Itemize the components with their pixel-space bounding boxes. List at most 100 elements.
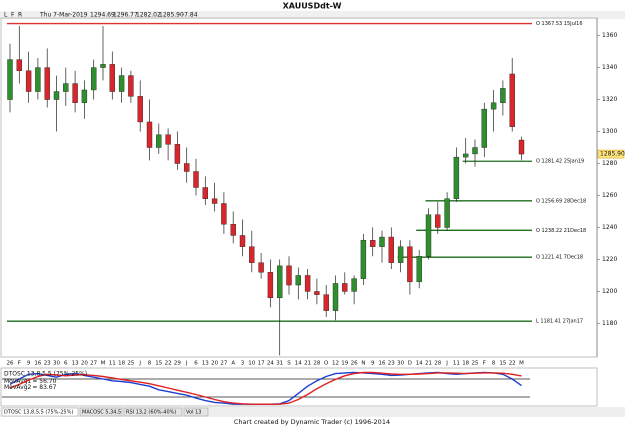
- x-tick-label: J: [445, 361, 448, 367]
- tab-label[interactable]: RSI 13,2 (60%-40%): [126, 410, 176, 416]
- candle-body: [332, 283, 339, 311]
- candle-body: [211, 198, 218, 204]
- x-tick-label: 14: [295, 361, 302, 367]
- toolbar-button[interactable]: R: [18, 12, 22, 19]
- candle-body: [109, 64, 116, 92]
- indicator-frame: [0, 367, 598, 407]
- x-tick-label: 18: [462, 361, 469, 367]
- candle-body: [500, 88, 506, 103]
- candle-body: [183, 163, 190, 172]
- x-tick-label: 28: [313, 361, 320, 367]
- indicator-line: [9, 371, 522, 405]
- toolbar-button[interactable]: F: [11, 12, 15, 19]
- indicator-legend: MovAvg2= 83.67: [4, 384, 57, 391]
- tab[interactable]: [183, 407, 209, 417]
- candle-body: [63, 83, 69, 92]
- indicator-legend: MovAvg1= 56.70: [4, 378, 57, 385]
- x-tick-label: 27: [90, 361, 97, 367]
- x-tick-label: 9: [27, 361, 31, 367]
- y-tick-label: 1260: [602, 192, 617, 199]
- candle-body: [100, 64, 106, 68]
- candle-body: [44, 67, 50, 100]
- tab[interactable]: [79, 407, 123, 417]
- x-tick-label: S: [287, 361, 291, 367]
- x-tick-label: 15: [155, 361, 162, 367]
- tab[interactable]: [123, 407, 183, 417]
- candle-body: [230, 224, 236, 236]
- level-label: O 1256.69 28Dec18: [536, 198, 586, 204]
- legend-name: MovAvg2: [4, 384, 32, 391]
- tab[interactable]: [1, 407, 79, 417]
- candle-body: [174, 144, 181, 164]
- candle-body: [490, 102, 497, 110]
- x-tick-label: F: [483, 361, 486, 367]
- level-label: O 1367.53 15Jul16: [536, 21, 583, 27]
- level-label: L 1181.41 27Jan17: [536, 319, 583, 325]
- x-tick-label: 23: [44, 361, 51, 367]
- x-tick-label: 11: [109, 361, 116, 367]
- x-tick-label: 6: [194, 361, 198, 367]
- x-tick-label: M: [101, 361, 106, 367]
- candle-body: [518, 139, 525, 155]
- x-tick-label: J: [138, 361, 141, 367]
- candle-body: [193, 171, 199, 188]
- x-tick-label: 13: [72, 361, 79, 367]
- y-tick-label: 1280: [602, 160, 617, 167]
- y-tick-label: 1340: [602, 64, 617, 71]
- x-tick-label: 19: [341, 361, 348, 367]
- x-tick-label: 11: [453, 361, 460, 367]
- candle-body: [25, 70, 32, 92]
- tab-label[interactable]: Vol 13: [186, 410, 201, 416]
- x-tick-label: 29: [174, 361, 181, 367]
- level-label: O 1281.42 25Jan19: [536, 159, 584, 165]
- tab-label[interactable]: DTOSC 13,8,5,5 (75%-25%): [4, 410, 73, 416]
- toolbar-button[interactable]: L: [4, 12, 8, 19]
- x-tick-label: 3: [241, 361, 245, 367]
- candle-body: [407, 246, 413, 283]
- x-tick-label: 27: [220, 361, 227, 367]
- candle-body: [277, 265, 283, 299]
- x-tick-label: D: [408, 361, 412, 367]
- candle-body: [360, 240, 367, 279]
- candle-body: [416, 256, 422, 283]
- tab-bar: [0, 407, 625, 417]
- header-value: 1285.90: [159, 12, 184, 19]
- header-value: 1296.77: [113, 12, 138, 19]
- header-value: 1282.02: [136, 12, 161, 19]
- candle-body: [397, 246, 404, 263]
- x-tick-label: 21: [304, 361, 311, 367]
- candle-body: [249, 246, 255, 263]
- candle-body: [267, 272, 274, 299]
- candle-body: [295, 275, 301, 286]
- x-tick-label: 14: [416, 361, 423, 367]
- y-tick-label: 1360: [602, 32, 617, 39]
- x-tick-label: 20: [211, 361, 218, 367]
- candle-body: [304, 275, 311, 292]
- x-tick-label: N: [361, 361, 365, 367]
- candle-body: [463, 153, 469, 158]
- x-tick-label: 15: [499, 361, 506, 367]
- candle-body: [146, 121, 153, 148]
- y-tick-label: 1200: [602, 288, 617, 295]
- candle-body: [509, 73, 515, 127]
- x-tick-label: 24: [267, 361, 274, 367]
- candle-body: [370, 240, 376, 247]
- candle-body: [239, 235, 246, 247]
- candle-body: [435, 214, 441, 228]
- candle-body: [481, 108, 487, 148]
- x-tick-label: 21: [425, 361, 432, 367]
- y-tick-label: 1220: [602, 256, 617, 263]
- indicator-title: DTOSC 13,8,5,5 (75%-25%): [4, 371, 87, 378]
- y-tick-label: 1240: [602, 224, 617, 231]
- candle-body: [156, 134, 162, 148]
- x-tick-label: 30: [53, 361, 60, 367]
- tab-label[interactable]: MACOSC 5,34,5: [82, 410, 121, 416]
- candle-body: [165, 134, 171, 145]
- price-box-label: 1285.90: [600, 151, 625, 158]
- header-bar: [0, 11, 625, 19]
- legend-value: = 83.67: [32, 384, 56, 391]
- x-tick-label: O: [324, 361, 329, 367]
- x-tick-label: 16: [34, 361, 41, 367]
- x-tick-label: F: [18, 361, 21, 367]
